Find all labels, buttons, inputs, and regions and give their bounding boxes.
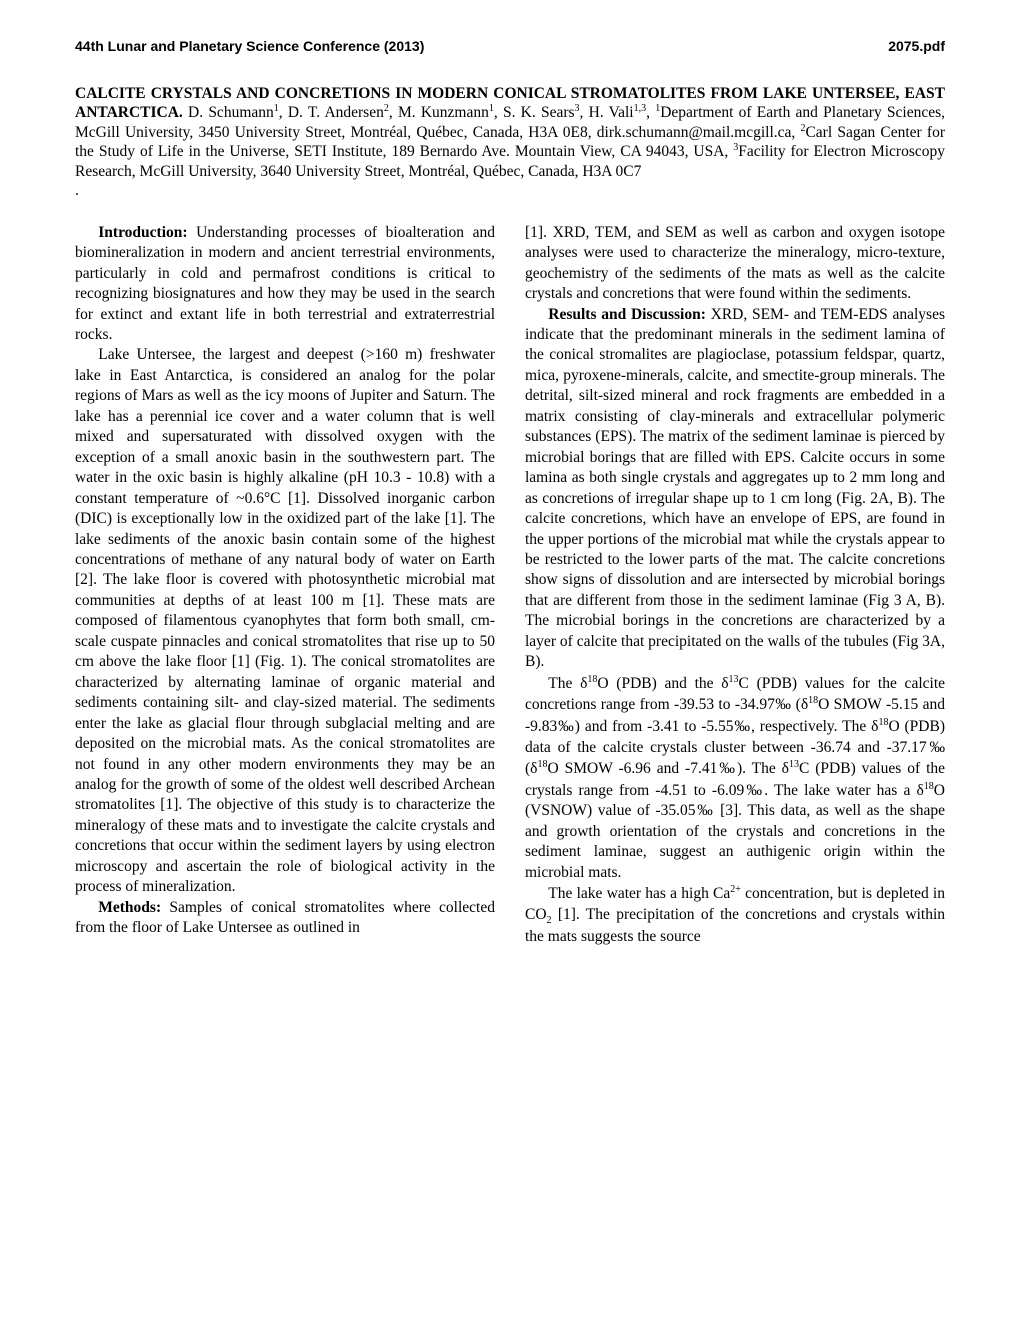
isotope-para: The δ18O (PDB) and the δ13C (PDB) values… — [525, 673, 945, 883]
author-2: , D. T. Andersen — [279, 105, 384, 122]
methods-heading: Methods: — [98, 899, 161, 916]
results-text: XRD, SEM- and TEM-EDS analyses indicate … — [525, 306, 945, 671]
affil-sup: 1,3 — [634, 103, 647, 114]
author-4: , S. K. Sears — [494, 105, 575, 122]
author-3: , M. Kunzmann — [389, 105, 489, 122]
body-columns: Introduction: Understanding processes of… — [75, 223, 945, 948]
comma: , — [646, 105, 655, 122]
methods-para: Methods: Samples of conical stromatolite… — [75, 898, 495, 939]
water-para: The lake water has a high Ca2+ concentra… — [525, 883, 945, 947]
author-5: , H. Vali — [580, 105, 634, 122]
isotope-sup: 18 — [587, 674, 597, 685]
text: O (PDB) and the δ — [597, 675, 728, 692]
conference-name: 44th Lunar and Planetary Science Confere… — [75, 38, 424, 54]
period: . — [75, 181, 945, 200]
results-heading: Results and Discussion: — [548, 306, 706, 323]
pdf-name: 2075.pdf — [888, 38, 945, 54]
text: O SMOW -6.96 and -7.41‰). The δ — [547, 760, 789, 777]
intro-para: Introduction: Understanding processes of… — [75, 223, 495, 346]
results-para: Results and Discussion: XRD, SEM- and TE… — [525, 305, 945, 673]
isotope-sup: 18 — [808, 695, 818, 706]
right-column: [1]. XRD, TEM, and SEM as well as carbon… — [525, 223, 945, 948]
left-column: Introduction: Understanding processes of… — [75, 223, 495, 948]
text: The lake water has a high Ca — [548, 885, 730, 902]
text: [1]. The precipitation of the concretion… — [525, 906, 945, 945]
isotope-sup: 18 — [878, 717, 888, 728]
title-block: CALCITE CRYSTALS AND CONCRETIONS IN MODE… — [75, 84, 945, 201]
ion-sup: 2+ — [730, 884, 741, 895]
page-header: 44th Lunar and Planetary Science Confere… — [75, 38, 945, 54]
isotope-sup: 13 — [789, 759, 799, 770]
continuation-para: [1]. XRD, TEM, and SEM as well as carbon… — [525, 223, 945, 305]
isotope-sup: 13 — [729, 674, 739, 685]
body-para: Lake Untersee, the largest and deepest (… — [75, 345, 495, 897]
author-1: D. Schumann — [183, 105, 274, 122]
isotope-sup: 18 — [537, 759, 547, 770]
text: The δ — [548, 675, 587, 692]
isotope-sup: 18 — [924, 781, 934, 792]
intro-text: Understanding processes of bioalteration… — [75, 224, 495, 343]
intro-heading: Introduction: — [98, 224, 187, 241]
